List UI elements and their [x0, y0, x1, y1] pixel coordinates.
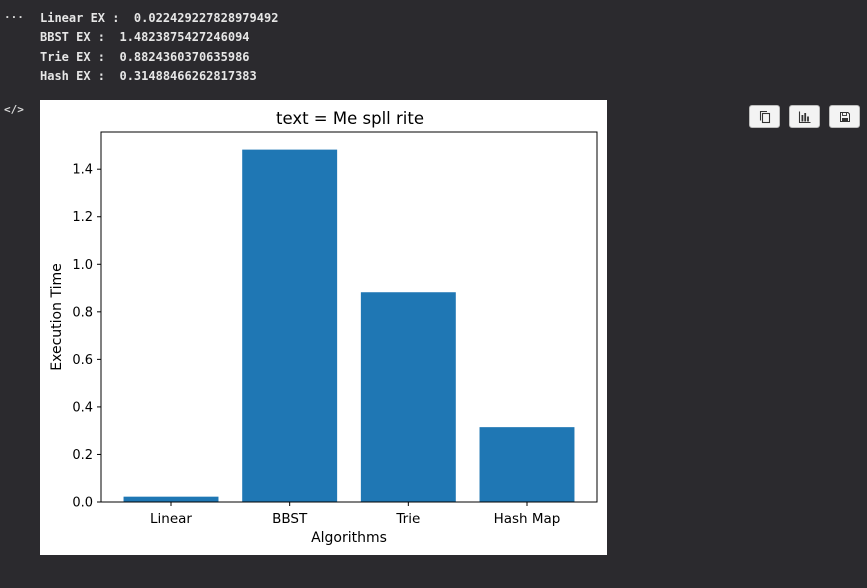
save-button[interactable] — [829, 105, 860, 128]
y-tick-label: 1.4 — [72, 163, 93, 178]
output-line-trie: Trie EX : 0.8824360370635986 — [40, 49, 250, 64]
bar-chart-figure: text = Me spll rite 0.0 0.2 0.4 0.6 0.8 1.0 1.… — [40, 100, 607, 555]
save-icon — [839, 111, 850, 122]
y-tick-label: 0.2 — [72, 448, 93, 463]
y-tick-label: 0.6 — [72, 353, 93, 368]
y-tick-label: 0.0 — [72, 496, 93, 511]
output-toolbar — [749, 105, 860, 128]
y-tick-label: 0.4 — [72, 400, 93, 415]
y-tick-label: 1.2 — [72, 210, 93, 225]
y-axis-label: Execution Time — [49, 263, 65, 370]
output-line-hash: Hash EX : 0.31488466262817383 — [40, 68, 257, 83]
x-axis: Linear BBST Trie Hash Map — [150, 502, 560, 527]
chart-title: text = Me spll rite — [276, 109, 424, 128]
y-axis: 0.0 0.2 0.4 0.6 0.8 1.0 1.2 1.4 — [72, 163, 101, 511]
bar-linear — [123, 496, 219, 502]
plot-frame — [100, 131, 598, 503]
x-tick-label: Trie — [395, 511, 420, 527]
bar-hash-map — [479, 427, 575, 502]
bar-bbst — [242, 149, 338, 502]
output-more-icon[interactable]: ··· — [4, 11, 24, 24]
bar-chart: text = Me spll rite 0.0 0.2 0.4 0.6 0.8 1.0 1.… — [49, 109, 598, 546]
x-tick-label: BBST — [272, 511, 308, 527]
bar-chart-icon — [798, 111, 810, 123]
copy-icon — [759, 110, 770, 123]
y-tick-label: 0.8 — [72, 305, 93, 320]
show-chart-button[interactable] — [789, 105, 820, 128]
stdout-text: Linear EX : 0.022429227828979492 BBST EX … — [40, 9, 278, 86]
bars-group — [123, 149, 575, 502]
x-axis-label: Algorithms — [311, 530, 387, 546]
output-line-linear: Linear EX : 0.022429227828979492 — [40, 11, 279, 25]
x-tick-label: Hash Map — [494, 511, 561, 527]
y-tick-label: 1.0 — [72, 258, 93, 273]
copy-button[interactable] — [749, 105, 780, 128]
x-tick-label: Linear — [150, 511, 192, 527]
code-toggle-icon[interactable]: </> — [4, 103, 24, 116]
bar-trie — [360, 292, 456, 502]
output-line-bbst: BBST EX : 1.4823875427246094 — [40, 30, 250, 45]
